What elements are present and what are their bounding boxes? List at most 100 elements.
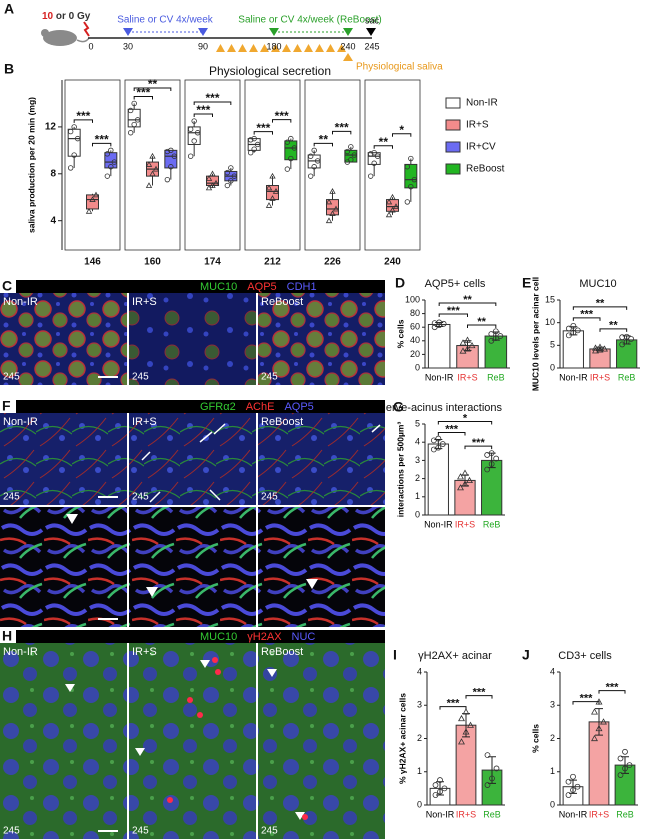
point [85,207,93,214]
point [389,193,396,200]
significance-label: * [463,412,468,424]
point [149,170,156,177]
point [432,782,439,788]
y-axis-label: % cells [530,724,540,753]
point [224,182,231,189]
point [311,147,317,154]
day-label: 245 [261,372,278,383]
saliva-marker [216,44,225,52]
point [489,775,495,782]
x-tick-label: Non-IR [559,809,588,819]
point [145,161,153,167]
x-tick-label: 160 [144,257,161,268]
condition-label: Non-IR [3,296,38,308]
point [251,146,257,152]
point [371,160,377,166]
foci [212,657,218,663]
x-tick-label: 226 [324,257,341,268]
day-label: 245 [261,826,278,837]
significance-bracket [572,701,600,705]
significance-bracket [193,113,213,118]
micrograph [0,413,127,505]
point [493,455,500,462]
point [435,435,442,442]
x-tick-label: ReB [618,372,636,382]
point [145,182,153,188]
point [168,164,174,170]
point [458,714,465,722]
point [628,336,635,342]
point [329,210,336,217]
subpanel-frame [184,79,241,251]
point [592,344,599,351]
point [570,773,576,780]
significance-bracket [73,119,93,123]
point [411,176,418,183]
point [367,151,374,157]
significance-bracket [437,420,493,425]
day-label: 245 [3,492,20,503]
point [619,341,626,348]
significance-bracket [392,133,412,137]
saliva-marker [260,44,269,52]
day-label: 245 [364,41,379,51]
point [325,198,333,205]
point [168,147,174,154]
point [191,138,197,144]
point [67,165,74,171]
legend-swatch [445,163,461,175]
stain-label: GFRα2 [200,401,236,413]
y-axis-label: saliva production per 20 min (mg) [26,97,36,233]
point [291,145,298,151]
point [332,205,340,212]
significance-label: ** [609,320,618,332]
point [212,179,220,186]
error-bar [436,781,444,796]
point [574,783,581,790]
y-tick-label: 40 [410,335,420,345]
y-tick-label: 4 [50,215,56,226]
y-axis-label: % γH2AX+ acinar cells [397,693,407,784]
foci [215,669,221,675]
significance-bracket [313,142,333,147]
y-tick-label: 3 [550,700,555,710]
point [131,121,137,128]
point [619,334,626,341]
point [591,734,598,742]
day-label: 245 [132,372,149,383]
point [437,788,443,795]
significance-label: *** [335,121,349,135]
point [492,328,499,335]
significance-label: ** [379,135,389,149]
day-label: 245 [261,492,278,503]
condition-label: ReBoost [261,416,303,428]
point [311,164,317,170]
x-tick-label: Non-IR [424,519,453,529]
y-tick-label: 3 [417,700,422,710]
point [231,173,238,179]
point [439,441,446,447]
significance-label: ** [596,298,605,310]
foci [187,697,193,703]
point [497,333,504,339]
saliva-markers [216,44,353,61]
subpanel-frame [244,79,301,251]
point [307,153,314,159]
day-label: 0 [88,41,93,51]
arrowhead [200,660,210,668]
significance-bracket [599,328,628,332]
point [601,345,608,352]
y-tick-label: 1 [415,491,420,501]
point [591,708,598,715]
point [488,461,495,467]
cv-markers [123,28,208,36]
point [617,755,624,762]
significance-label: *** [580,692,594,704]
subpanel-frame [124,79,181,251]
condition-label: ReBoost [261,296,303,308]
point [408,155,414,162]
point [617,772,624,778]
box [67,128,81,157]
point [488,450,495,457]
